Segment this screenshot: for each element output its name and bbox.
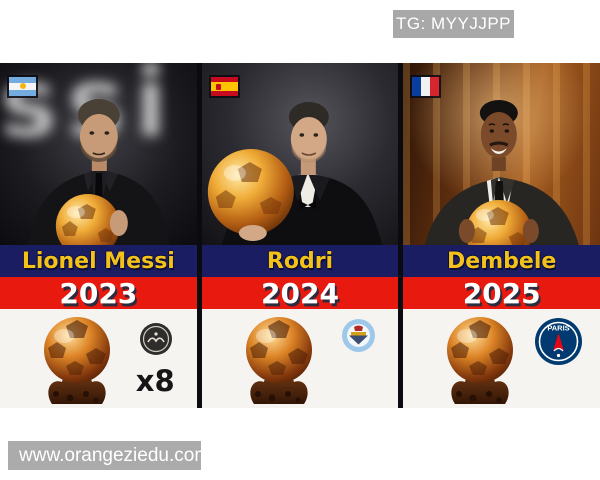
column-dembele: Dembele 2025 <box>403 63 600 408</box>
photo-rodri <box>201 63 399 245</box>
year-label: 2023 <box>59 276 138 310</box>
messi-portrait-illustration <box>27 99 170 245</box>
dembele-portrait-illustration <box>425 100 580 245</box>
column-messi: ssi <box>0 63 197 408</box>
telegram-watermark-label: TG: MYYJJPP <box>395 14 512 33</box>
trophy-count-label: x8 <box>135 364 175 398</box>
player-name-label: Rodri <box>266 248 334 274</box>
ballon-dor-trophy-icon <box>245 317 312 404</box>
name-band: Lionel Messi <box>0 245 197 277</box>
psg-logo-icon: PARIS <box>535 318 583 365</box>
column-rodri: Rodri 2024 <box>201 63 399 408</box>
ballon-dor-trophy-icon <box>44 317 110 404</box>
ballon-dor-trophy-icon <box>447 317 514 404</box>
year-band: 2025 <box>403 276 600 310</box>
winners-board: ssi <box>0 63 600 408</box>
player-name-label: Dembele <box>447 248 557 274</box>
spain-flag-icon <box>210 77 238 96</box>
photo-dembele <box>403 63 600 245</box>
name-band: Dembele <box>403 245 600 277</box>
name-band: Rodri <box>201 245 399 277</box>
website-watermark-badge: www.orangeziedu.com <box>8 441 210 470</box>
manchester-city-logo-icon <box>342 319 376 352</box>
psg-logo-text: PARIS <box>547 324 569 333</box>
telegram-watermark-badge: TG: MYYJJPP <box>393 10 514 38</box>
trophy-cell-messi: x8 <box>0 309 197 408</box>
year-band: 2024 <box>201 276 399 310</box>
rodri-portrait-illustration <box>207 102 382 245</box>
year-band: 2023 <box>0 276 197 310</box>
trophy-cell-rodri <box>201 309 399 408</box>
year-label: 2025 <box>462 276 541 310</box>
argentina-flag-icon <box>9 77 36 96</box>
france-flag-icon <box>412 77 440 96</box>
player-name-label: Lionel Messi <box>21 248 175 274</box>
inter-miami-logo-icon <box>139 323 172 355</box>
photo-lionel-messi: ssi <box>0 63 197 245</box>
website-watermark-label: www.orangeziedu.com <box>19 444 211 466</box>
trophy-cell-dembele: PARIS <box>403 309 600 408</box>
year-label: 2024 <box>261 276 339 310</box>
